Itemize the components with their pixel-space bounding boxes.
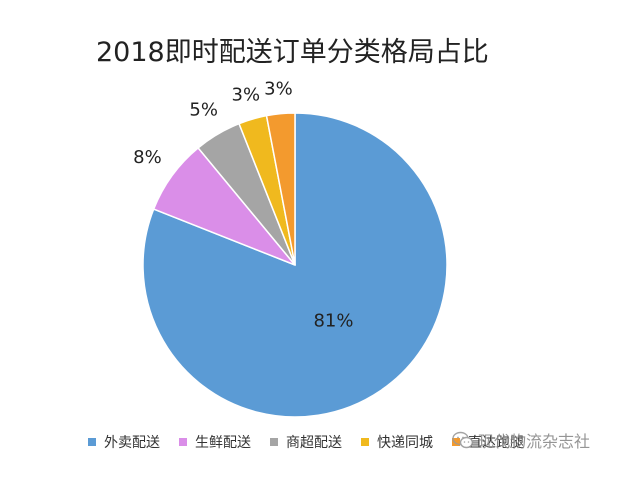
watermark-text: 现代物流杂志社 xyxy=(478,432,591,451)
legend-label-5: 直达跑腿 xyxy=(468,435,524,451)
legend-label-2: 生鲜配送 xyxy=(195,435,251,451)
legend-swatch-4 xyxy=(361,438,369,446)
slice-label-1: 81% xyxy=(313,311,353,332)
pie-slice-5 xyxy=(265,112,296,266)
legend-label-4: 快递同城 xyxy=(377,435,433,451)
slice-label-4: 3% xyxy=(232,85,261,106)
legend-swatch-1 xyxy=(88,438,96,446)
legend-label-1: 外卖配送 xyxy=(104,435,160,451)
legend-swatch-5 xyxy=(452,438,460,446)
slice-label-5: 3% xyxy=(264,78,293,99)
legend-item-1: 外卖配送 xyxy=(88,432,160,452)
legend-swatch-3 xyxy=(270,438,278,446)
slice-label-3: 5% xyxy=(189,100,218,121)
wechat-icon xyxy=(452,431,474,449)
watermark: 现代物流杂志社 xyxy=(452,428,590,452)
legend-swatch-2 xyxy=(179,438,187,446)
chart-legend: 外卖配送 生鲜配送 商超配送 快递同城 直达跑腿 xyxy=(88,432,543,452)
legend-item-4: 快递同城 xyxy=(361,432,433,452)
legend-label-3: 商超配送 xyxy=(286,435,342,451)
chart-title: 2018即时配送订单分类格局占比 xyxy=(96,37,489,68)
legend-item-5: 直达跑腿 xyxy=(452,432,524,452)
legend-item-3: 商超配送 xyxy=(270,432,342,452)
slice-label-2: 8% xyxy=(133,147,162,168)
legend-item-2: 生鲜配送 xyxy=(179,432,251,452)
